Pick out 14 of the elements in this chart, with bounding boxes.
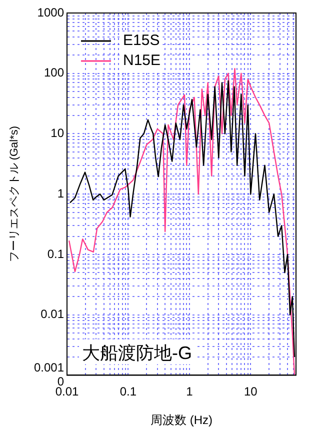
legend-label: N15E <box>123 52 161 70</box>
y-tick-label: 0.01 <box>40 307 64 322</box>
y-tick-label: 100 <box>44 66 64 80</box>
legend-label: E15S <box>123 32 160 50</box>
x-tick-label: 10 <box>244 384 258 399</box>
y-axis-title: フーリエスペクトル (Gal*s) <box>8 126 21 262</box>
x-axis-title: 周波数 (Hz) <box>150 413 212 428</box>
x-tick-label: 0.1 <box>120 384 137 399</box>
y-tick-label: 10 <box>50 126 64 140</box>
y-tick-label: 1 <box>57 186 64 200</box>
y-tick-label: 1000 <box>37 5 64 20</box>
annotation: 大船渡防地-G <box>82 343 192 364</box>
y-tick-label: 0.1 <box>47 246 64 261</box>
x-tick-label: 1 <box>186 384 194 399</box>
